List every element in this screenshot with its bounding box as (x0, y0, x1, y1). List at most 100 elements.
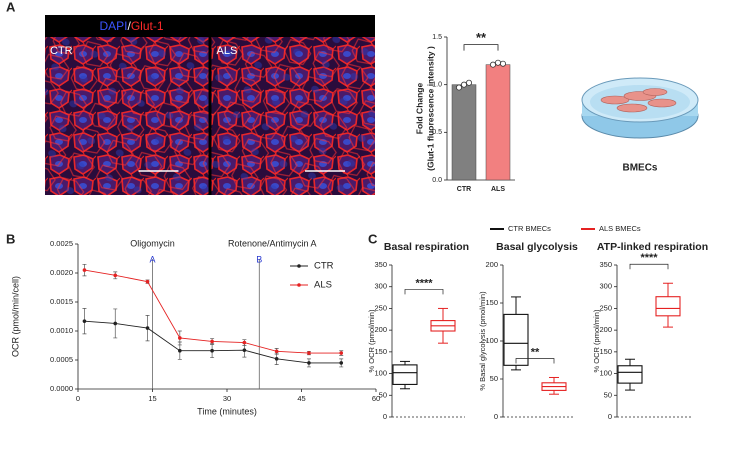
data-point (460, 81, 467, 88)
significance-bracket (629, 263, 669, 270)
illustration-label: BMECs (622, 163, 657, 174)
y-tick-label: 150 (374, 347, 387, 356)
legend-label: ALS BMECs (599, 224, 641, 233)
significance-label: **** (640, 252, 658, 264)
dish-illustration (581, 77, 699, 139)
x-tick-label: 45 (297, 394, 305, 403)
legend-label: CTR BMECs (508, 224, 551, 233)
y-axis-label: % OCR (pmol/min) (367, 309, 376, 372)
data-point (210, 339, 214, 344)
legend-label: ALS (314, 280, 332, 291)
image-label: CTR (50, 45, 73, 57)
y-axis-label: (Glut-1 fluorescence intensity ) (425, 46, 435, 171)
box (503, 313, 529, 366)
stain-header: DAPI/Glut-1 (99, 19, 163, 33)
data-point (113, 321, 118, 326)
y-tick-label: 300 (599, 282, 612, 291)
data-point (307, 361, 311, 365)
data-point (339, 361, 344, 365)
x-tick-label: 0 (76, 394, 80, 403)
y-tick-label: 100 (374, 369, 387, 378)
y-tick-label: 0.5 (432, 129, 442, 136)
data-point (494, 59, 501, 66)
y-tick-label: 0.0005 (50, 355, 73, 364)
legend-marker (297, 283, 301, 287)
data-point (210, 348, 214, 353)
box (392, 364, 418, 385)
y-tick-label: 100 (599, 369, 612, 378)
y-tick-label: 350 (374, 260, 387, 269)
y-tick-label: 150 (485, 298, 498, 307)
significance-bracket (463, 44, 499, 51)
y-tick-label: 250 (374, 303, 387, 312)
data-point (339, 351, 344, 355)
y-tick-label: 200 (599, 325, 612, 334)
x-tick-label: 60 (372, 394, 380, 403)
significance-label: ** (476, 30, 487, 45)
y-tick-label: 0 (383, 412, 387, 421)
data-point (178, 336, 182, 340)
data-point (82, 319, 87, 323)
y-tick-label: 1.5 (432, 34, 442, 41)
data-point (82, 268, 87, 272)
x-axis-label: Time (minutes) (197, 406, 257, 416)
data-point (274, 349, 279, 354)
significance-bracket (404, 289, 444, 295)
data-point (489, 61, 496, 68)
data-point (274, 357, 279, 361)
y-axis-label: OCR (pmol/min/cell) (10, 276, 20, 357)
x-tick-label: 30 (223, 394, 231, 403)
data-point (499, 60, 506, 67)
y-tick-label: 200 (374, 325, 387, 334)
panel-title: Basal respiration (384, 241, 469, 253)
data-point (145, 326, 150, 330)
stain-label: Glut-1 (131, 19, 164, 33)
significance-label: **** (415, 277, 433, 289)
data-point (113, 273, 118, 278)
y-tick-label: 0.0010 (50, 326, 73, 335)
image-label: ALS (217, 45, 238, 57)
y-axis-label: Fold Change (414, 83, 424, 135)
bar (485, 64, 511, 181)
annotation-label: Rotenone/Antimycin A (228, 238, 317, 248)
y-tick-label: 0.0 (432, 177, 442, 184)
x-tick-label: ALS (491, 186, 505, 193)
y-tick-label: 350 (599, 260, 612, 269)
annotation-label: Oligomycin (130, 238, 175, 248)
stain-label: / (127, 19, 131, 33)
y-tick-label: 50 (379, 390, 387, 399)
micrograph-overlay (45, 37, 209, 195)
stain-label: DAPI (99, 19, 127, 33)
data-point (455, 84, 462, 91)
y-tick-label: 100 (485, 336, 498, 345)
y-tick-label: 50 (604, 390, 612, 399)
y-tick-label: 0 (494, 412, 498, 421)
panel-label: A (6, 0, 16, 14)
data-point (465, 79, 472, 86)
y-tick-label: 300 (374, 282, 387, 291)
x-tick-label: 15 (148, 394, 156, 403)
y-tick-label: 250 (599, 303, 612, 312)
y-tick-label: 0 (608, 412, 612, 421)
significance-bracket (515, 358, 555, 364)
y-tick-label: 1.0 (432, 82, 442, 89)
y-tick-label: 0.0020 (50, 268, 73, 277)
bar (451, 84, 477, 181)
micrograph-overlay (211, 37, 375, 195)
annotation-marker: B (256, 254, 262, 264)
y-axis-label: % OCR (pmol/min) (592, 309, 601, 372)
y-tick-label: 0.0015 (50, 297, 73, 306)
box (655, 296, 681, 317)
data-point (307, 351, 311, 355)
legend-label: CTR (314, 261, 334, 272)
data-point (242, 348, 247, 352)
data-point (145, 279, 150, 284)
y-tick-label: 200 (485, 260, 498, 269)
y-tick-label: 50 (490, 374, 498, 383)
panel-title: ATP-linked respiration (597, 241, 708, 253)
y-tick-label: 150 (599, 347, 612, 356)
x-tick-label: CTR (457, 186, 471, 193)
panel-label: C (368, 231, 378, 246)
legend-marker (297, 264, 301, 268)
panel-title: Basal glycolysis (496, 241, 578, 253)
